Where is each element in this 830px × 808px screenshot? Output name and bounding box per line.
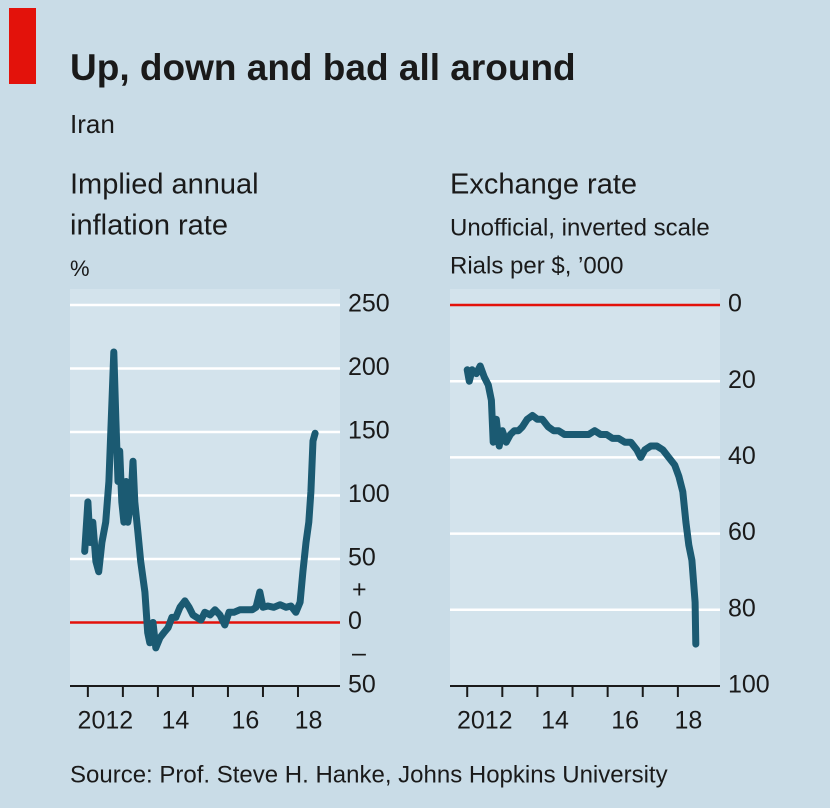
x-tick-label: 16 [611, 707, 639, 735]
x-tick-label: 14 [541, 707, 569, 735]
y-tick-label: 80 [728, 594, 756, 622]
panel-title: inflation rate [70, 210, 228, 242]
plot-background [450, 289, 720, 686]
y-tick-label: 20 [728, 366, 756, 394]
y-tick-label: 0 [348, 607, 362, 635]
panel-subtitle: Rials per $, ’000 [450, 252, 623, 279]
y-tick-label: 60 [728, 518, 756, 546]
x-tick-label: 14 [162, 707, 190, 735]
x-tick-label: 16 [232, 707, 260, 735]
data-line [81, 348, 319, 652]
x-tick-label: 18 [295, 707, 323, 735]
panel-title: Exchange rate [450, 169, 637, 201]
red-tag [9, 8, 36, 84]
chart-subtitle: Iran [70, 109, 115, 139]
chart-title: Up, down and bad all around [70, 47, 576, 88]
sign-label: – [352, 639, 366, 667]
y-tick-label: 200 [348, 353, 390, 381]
data-line [463, 362, 700, 648]
y-tick-label: 50 [348, 671, 376, 699]
panel-subtitle: Unofficial, inverted scale [450, 214, 710, 241]
x-tick-label: 18 [674, 707, 702, 735]
y-tick-label: 0 [728, 290, 742, 318]
unit-label: % [70, 256, 90, 281]
source: Source: Prof. Steve H. Hanke, Johns Hopk… [70, 761, 668, 788]
y-tick-label: 50 [348, 544, 376, 572]
y-tick-label: 40 [728, 442, 756, 470]
x-tick-label: 2012 [457, 707, 513, 735]
y-tick-label: 150 [348, 417, 390, 445]
x-tick-label: 2012 [78, 707, 134, 735]
y-tick-label: 100 [348, 480, 390, 508]
y-tick-label: 250 [348, 290, 390, 318]
sign-label: + [352, 575, 367, 603]
panel-title: Implied annual [70, 169, 259, 201]
y-tick-label: 100 [728, 671, 770, 699]
